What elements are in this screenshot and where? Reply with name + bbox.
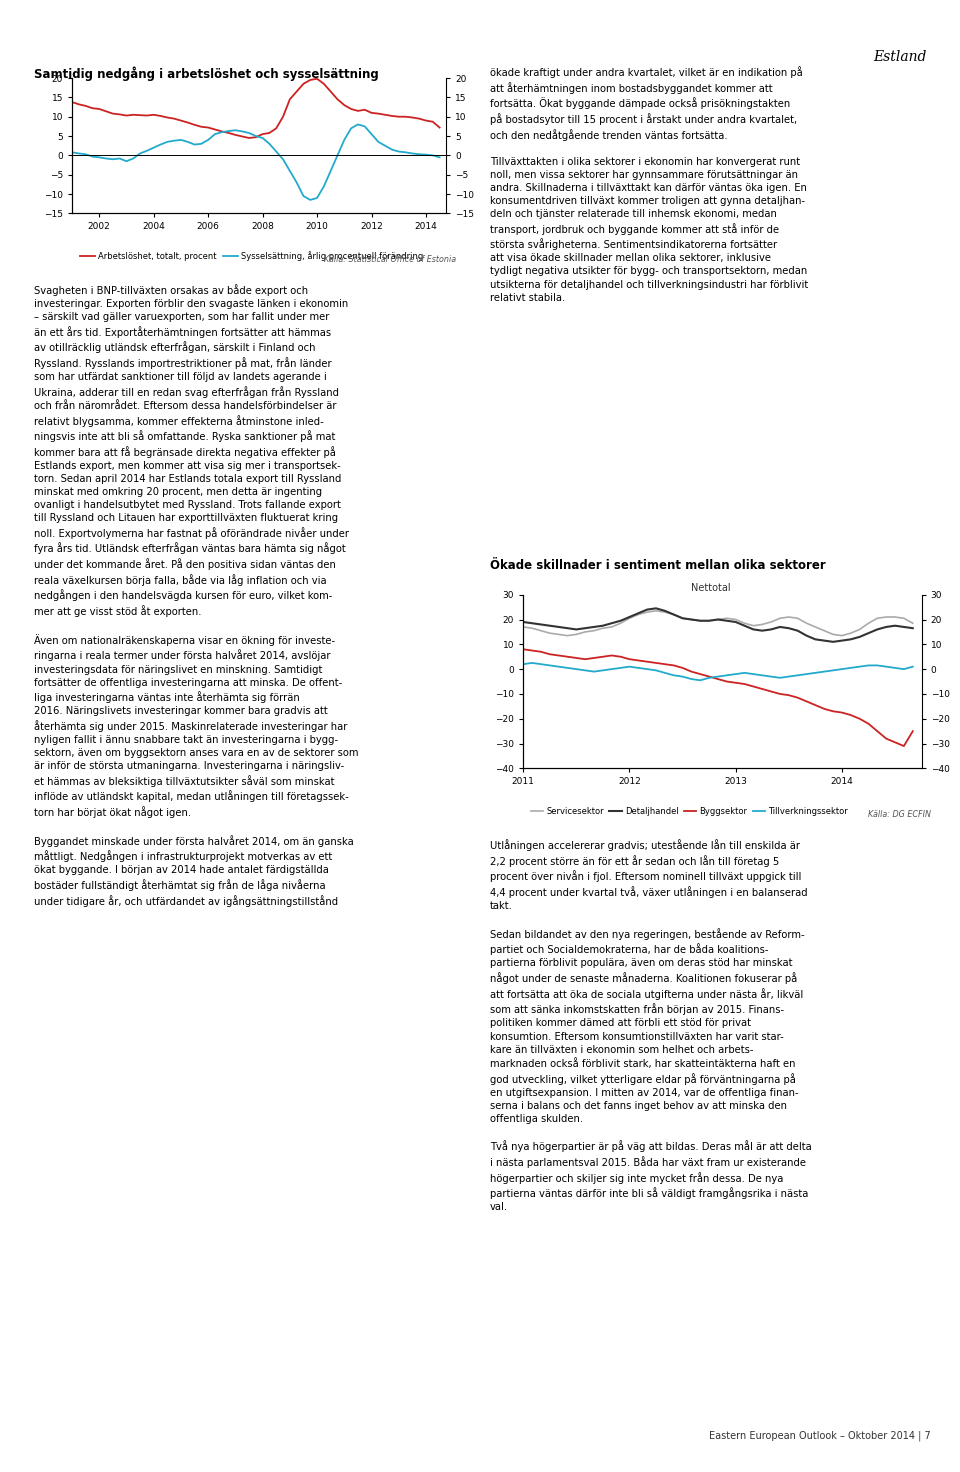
Text: Svagheten i BNP-tillväxten orsakas av både export och
investeringar. Exporten fö: Svagheten i BNP-tillväxten orsakas av bå… [34, 284, 358, 907]
Text: Ökade skillnader i sentiment mellan olika sektorer: Ökade skillnader i sentiment mellan olik… [490, 559, 826, 573]
Text: Samtidig nedgång i arbetslöshet och sysselsättning: Samtidig nedgång i arbetslöshet och syss… [34, 66, 378, 81]
Text: Utlåningen accelererar gradvis; utestående lån till enskilda är
2,2 procent stör: Utlåningen accelererar gradvis; uteståen… [490, 839, 811, 1213]
Text: Källa: Statistical Office of Estonia: Källa: Statistical Office of Estonia [324, 255, 456, 263]
Text: Eastern European Outlook – Oktober 2014 | 7: Eastern European Outlook – Oktober 2014 … [709, 1431, 931, 1441]
Legend: Arbetslöshet, totalt, procent, Sysselsättning, årlig procentuell förändring: Arbetslöshet, totalt, procent, Sysselsät… [76, 247, 427, 263]
Legend: Servicesektor, Detaljhandel, Byggsektor, Tillverkningssektor: Servicesektor, Detaljhandel, Byggsektor,… [527, 804, 852, 820]
Text: Källa: DG ECFIN: Källa: DG ECFIN [868, 810, 931, 818]
Text: Nettotal: Nettotal [690, 583, 731, 593]
Text: ökade kraftigt under andra kvartalet, vilket är en indikation på
att återhämtnin: ökade kraftigt under andra kvartalet, vi… [490, 66, 808, 303]
Text: Estland: Estland [873, 50, 926, 65]
